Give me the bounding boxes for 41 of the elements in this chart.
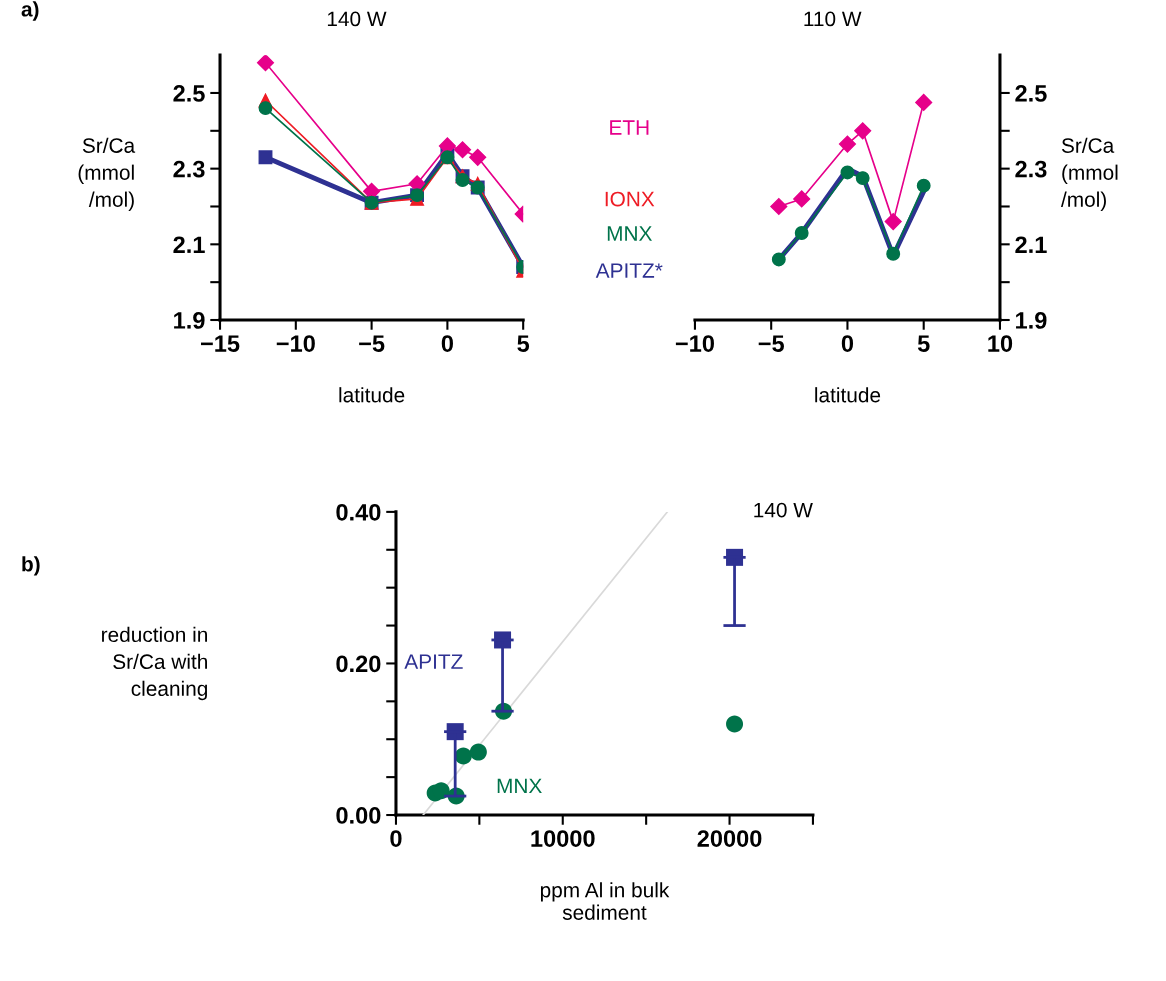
text: ETH <box>610 120 649 135</box>
y2-tick-label: 2.1 <box>1015 236 1047 253</box>
x-tick-label: 5 <box>517 335 530 352</box>
x-tick-label: 0 <box>841 335 854 352</box>
x-tick-label: 10 <box>988 335 1013 352</box>
y-tick-label: 1.9 <box>174 312 205 329</box>
y-tick-label: 0.40 <box>336 503 381 521</box>
y-tick-label: 0.20 <box>336 655 381 673</box>
chart-title: 140 W <box>327 11 387 27</box>
y-axis-title: reduction in Sr/Ca with cleaning <box>102 626 207 701</box>
x-tick-label: 0 <box>390 830 402 847</box>
text: MNX <box>607 226 652 241</box>
series-label: APITZ <box>404 654 463 669</box>
x-tick-label: 0 <box>441 335 453 352</box>
x-tick-label: −5 <box>758 335 784 352</box>
x-tick-label: −10 <box>675 335 714 352</box>
x-axis-title: latitude <box>815 387 881 403</box>
x-tick-label: −15 <box>200 335 240 352</box>
x-tick-label: 5 <box>917 335 930 352</box>
y-tick-label: 2.3 <box>173 160 205 178</box>
y-axis-title: Sr/Ca (mmol /mol) <box>78 137 136 211</box>
y2-tick-label: 1.9 <box>1016 312 1047 329</box>
y-tick-label: 0.00 <box>336 807 381 824</box>
text: IONX <box>605 191 655 207</box>
series-label: MNX <box>497 778 542 794</box>
text: a) <box>21 1 39 21</box>
y2-tick-label: 2.5 <box>1015 85 1047 102</box>
chart-title: 110 W <box>804 11 862 27</box>
y-tick-label: 2.1 <box>173 236 205 253</box>
text: APITZ* <box>595 263 663 278</box>
x-axis-title: ppm Al in bulk sediment <box>540 882 670 920</box>
y2-tick-label: 2.3 <box>1015 160 1047 178</box>
y2-axis-title: Sr/Ca (mmol /mol) <box>1060 137 1118 211</box>
x-axis-title: latitude <box>339 387 405 403</box>
y-tick-label: 2.5 <box>173 85 205 102</box>
chart-title: 140 W <box>754 502 813 518</box>
x-tick-label: −10 <box>276 335 315 352</box>
x-tick-label: −5 <box>359 335 385 352</box>
x-tick-label: 20000 <box>697 830 762 847</box>
text: b) <box>22 556 40 576</box>
x-tick-label: 10000 <box>531 830 595 847</box>
